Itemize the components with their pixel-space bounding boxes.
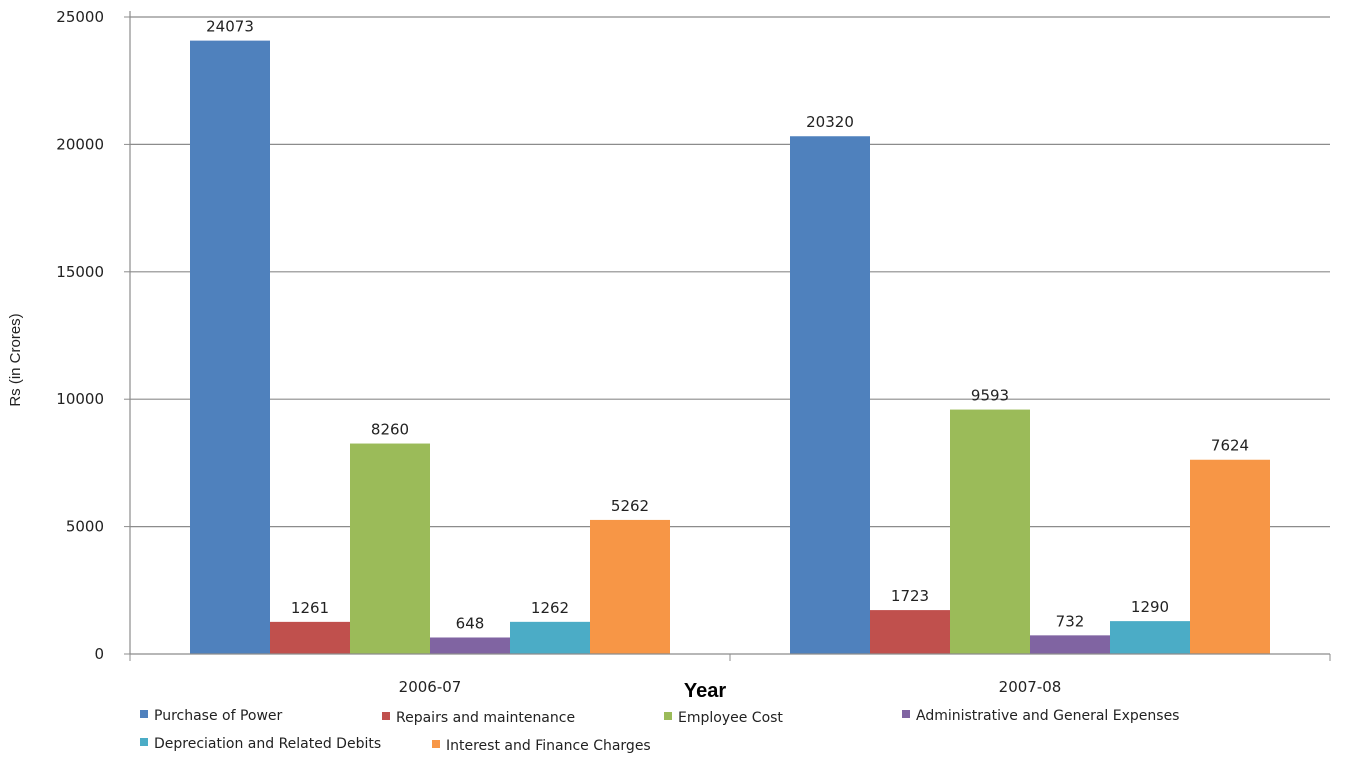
data-label: 732 bbox=[1056, 612, 1085, 630]
bar bbox=[270, 621, 350, 654]
y-axis-title: Rs (in Crores) bbox=[7, 313, 24, 406]
legend-swatch bbox=[664, 712, 672, 720]
y-tick-label: 0 bbox=[94, 645, 104, 663]
data-label: 1261 bbox=[291, 599, 329, 617]
data-label: 7624 bbox=[1211, 437, 1249, 455]
legend-swatch bbox=[902, 710, 910, 718]
x-axis-ticks: 2006-07 2007-08 bbox=[399, 678, 1062, 696]
x-axis-title: Year bbox=[684, 680, 726, 702]
x-tick-label: 2006-07 bbox=[399, 678, 462, 696]
data-label: 24073 bbox=[206, 18, 254, 36]
bar bbox=[790, 136, 870, 654]
legend-label: Interest and Finance Charges bbox=[446, 738, 651, 754]
y-tick-label: 15000 bbox=[56, 263, 104, 281]
y-axis-ticks: 0 5000 10000 15000 20000 25000 bbox=[56, 8, 104, 663]
legend-swatch bbox=[382, 712, 390, 720]
bar bbox=[350, 443, 430, 654]
bar bbox=[870, 610, 950, 654]
bar bbox=[590, 519, 670, 654]
legend-label: Purchase of Power bbox=[154, 708, 283, 724]
bar bbox=[950, 409, 1030, 654]
legend-swatch bbox=[140, 738, 148, 746]
data-label: 20320 bbox=[806, 113, 854, 131]
data-label: 1262 bbox=[531, 599, 569, 617]
bar bbox=[510, 621, 590, 654]
y-tick-label: 10000 bbox=[56, 390, 104, 408]
y-tick-label: 20000 bbox=[56, 135, 104, 153]
data-label: 648 bbox=[456, 614, 485, 632]
legend-swatch bbox=[140, 710, 148, 718]
gridlines bbox=[124, 16, 1330, 655]
legend-label: Administrative and General Expenses bbox=[916, 708, 1179, 724]
data-label: 8260 bbox=[371, 421, 409, 439]
legend-label: Employee Cost bbox=[678, 710, 783, 726]
data-label: 5262 bbox=[611, 497, 649, 515]
bar bbox=[1030, 635, 1110, 654]
data-labels: 24073 1261 8260 648 1262 5262 20320 1723 9593 732… bbox=[206, 18, 1249, 633]
axes bbox=[129, 11, 1331, 661]
y-tick-label: 25000 bbox=[56, 8, 104, 26]
legend: Purchase of Power Repairs and maintenance… bbox=[140, 708, 1179, 754]
data-label: 9593 bbox=[971, 387, 1009, 405]
data-label: 1723 bbox=[891, 587, 929, 605]
bar bbox=[190, 40, 270, 655]
legend-label: Depreciation and Related Debits bbox=[154, 736, 381, 752]
data-label: 1290 bbox=[1131, 598, 1169, 616]
bar bbox=[1110, 621, 1190, 654]
bar bbox=[1190, 459, 1270, 654]
x-tick-label: 2007-08 bbox=[999, 678, 1062, 696]
y-tick-label: 5000 bbox=[66, 518, 104, 536]
bars bbox=[190, 40, 1270, 655]
bar bbox=[430, 637, 510, 654]
legend-swatch bbox=[432, 740, 440, 748]
legend-label: Repairs and maintenance bbox=[396, 710, 575, 726]
